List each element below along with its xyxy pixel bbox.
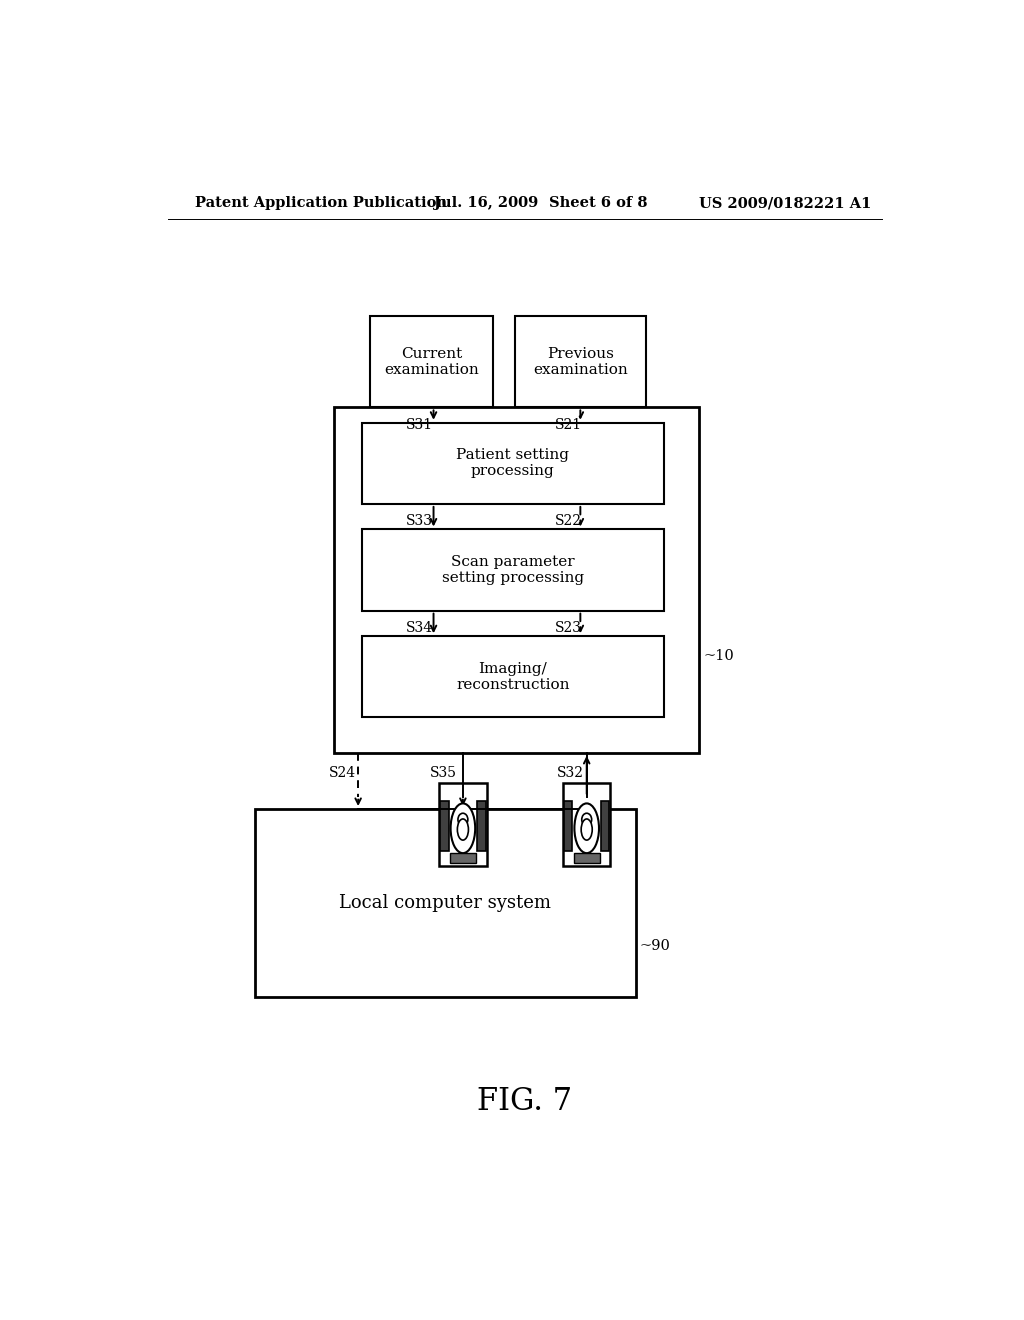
Text: Patent Application Publication: Patent Application Publication [196, 197, 447, 210]
FancyBboxPatch shape [362, 422, 664, 504]
Ellipse shape [451, 804, 475, 853]
Circle shape [458, 813, 468, 826]
Text: S22: S22 [555, 515, 582, 528]
FancyBboxPatch shape [563, 783, 610, 866]
FancyBboxPatch shape [255, 809, 636, 997]
FancyBboxPatch shape [450, 853, 476, 862]
Text: ~90: ~90 [640, 939, 671, 953]
Text: S32: S32 [557, 767, 584, 780]
Text: Current
examination: Current examination [384, 347, 479, 376]
Text: Jul. 16, 2009: Jul. 16, 2009 [433, 197, 538, 210]
FancyBboxPatch shape [362, 529, 664, 611]
FancyBboxPatch shape [601, 801, 609, 850]
Ellipse shape [574, 804, 599, 853]
Text: Imaging/
reconstruction: Imaging/ reconstruction [456, 661, 569, 692]
FancyBboxPatch shape [370, 315, 494, 408]
Text: S23: S23 [555, 620, 582, 635]
Text: ~10: ~10 [703, 649, 734, 664]
FancyBboxPatch shape [564, 801, 572, 850]
Text: S24: S24 [329, 767, 356, 780]
Text: S31: S31 [406, 417, 433, 432]
Text: FIG. 7: FIG. 7 [477, 1086, 572, 1117]
Ellipse shape [582, 818, 592, 840]
Text: S34: S34 [406, 620, 433, 635]
FancyBboxPatch shape [334, 408, 699, 752]
Text: US 2009/0182221 A1: US 2009/0182221 A1 [699, 197, 871, 210]
FancyBboxPatch shape [477, 801, 485, 850]
Text: Previous
examination: Previous examination [534, 347, 628, 376]
FancyBboxPatch shape [515, 315, 646, 408]
FancyBboxPatch shape [439, 783, 486, 866]
Text: Sheet 6 of 8: Sheet 6 of 8 [549, 197, 647, 210]
Text: Local computer system: Local computer system [339, 894, 552, 912]
FancyBboxPatch shape [362, 636, 664, 718]
Text: S33: S33 [406, 515, 433, 528]
Ellipse shape [458, 818, 468, 840]
FancyBboxPatch shape [573, 853, 600, 862]
Circle shape [582, 813, 592, 826]
FancyBboxPatch shape [440, 801, 449, 850]
Text: S21: S21 [555, 417, 582, 432]
Text: Patient setting
processing: Patient setting processing [457, 449, 569, 478]
Text: S35: S35 [430, 767, 457, 780]
Text: Scan parameter
setting processing: Scan parameter setting processing [441, 554, 584, 585]
